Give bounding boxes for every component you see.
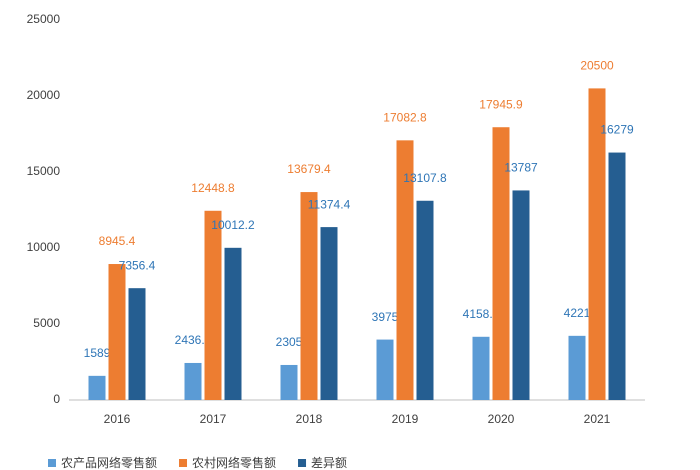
value-label: 1589: [84, 346, 111, 360]
y-tick-label: 5000: [33, 316, 60, 330]
y-tick-label: 15000: [27, 164, 61, 178]
bar: [280, 364, 298, 400]
x-tick-label: 2020: [488, 412, 515, 426]
bar: [320, 227, 338, 400]
bar: [396, 140, 414, 401]
x-tick-label: 2019: [392, 412, 419, 426]
legend-label: 农村网络零售额: [192, 455, 276, 470]
y-tick-label: 0: [53, 392, 60, 406]
bar: [416, 200, 434, 400]
value-label: 4221: [564, 306, 591, 320]
y-tick-label: 20000: [27, 88, 61, 102]
value-label: 13679.4: [287, 162, 331, 176]
bar: [492, 127, 510, 400]
bar: [128, 288, 146, 400]
value-label: 4158.9: [463, 307, 500, 321]
value-label: 16279: [600, 123, 634, 137]
legend-label: 差异额: [311, 456, 347, 470]
value-label: 12448.8: [191, 181, 235, 195]
bar: [472, 336, 490, 400]
value-label: 13107.8: [403, 171, 447, 185]
value-label: 3975: [372, 310, 399, 324]
value-label: 7356.4: [119, 258, 156, 272]
bar: [224, 247, 242, 400]
x-tick-label: 2021: [584, 412, 611, 426]
value-label: 8945.4: [99, 234, 136, 248]
value-label: 11374.4: [308, 197, 351, 211]
bar: [608, 152, 626, 400]
bar: [568, 335, 586, 400]
bar: [376, 339, 394, 400]
y-tick-label: 10000: [27, 240, 61, 254]
bar: [204, 210, 222, 400]
bar: [184, 362, 202, 400]
x-tick-label: 2018: [296, 412, 323, 426]
value-label: 17945.9: [479, 97, 523, 111]
value-label: 2436.6: [175, 333, 212, 347]
legend-swatch: [298, 459, 307, 467]
y-tick-label: 25000: [27, 12, 61, 26]
legend-label: 农产品网络零售额: [61, 455, 157, 470]
value-label: 20500: [580, 59, 614, 73]
legend-swatch: [179, 459, 188, 467]
value-label: 2305: [276, 335, 303, 349]
bar: [512, 190, 530, 400]
value-label: 13787: [504, 161, 538, 175]
bar: [88, 375, 106, 400]
bar: [588, 88, 606, 401]
legend-swatch: [48, 459, 56, 467]
x-tick-label: 2017: [200, 412, 227, 426]
bar: [108, 264, 126, 400]
bar: [300, 192, 318, 400]
value-label: 10012.2: [211, 218, 255, 232]
x-tick-label: 2016: [104, 412, 131, 426]
value-label: 17082.8: [383, 111, 427, 125]
